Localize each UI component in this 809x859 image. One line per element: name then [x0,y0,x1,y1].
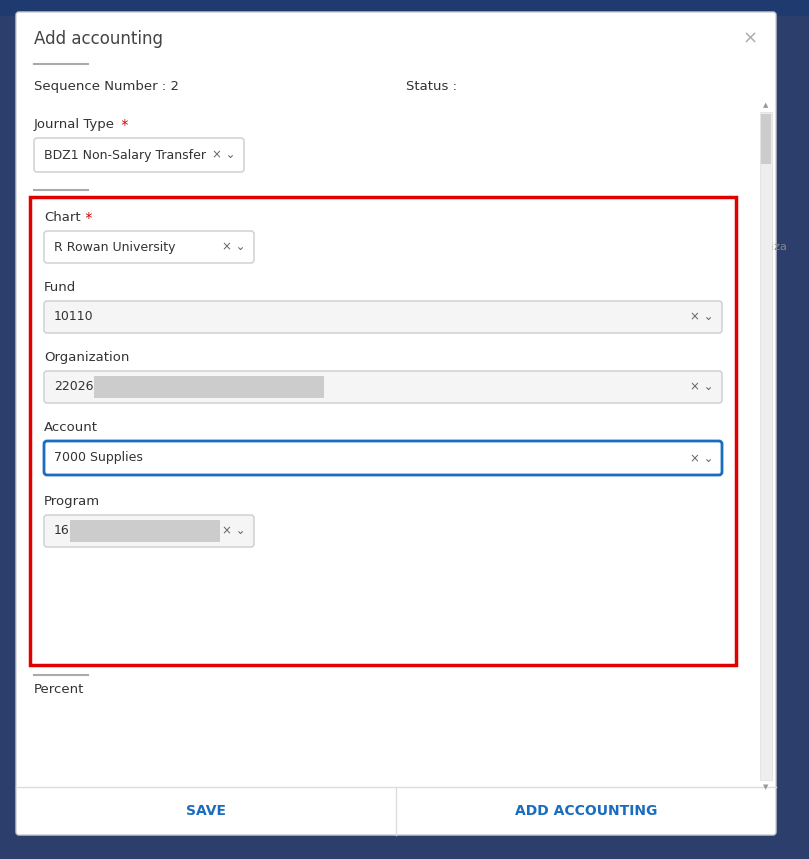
Text: 7000 Supplies: 7000 Supplies [54,452,143,465]
Bar [94,376,324,398]
Bar [70,520,220,542]
FancyBboxPatch shape [44,301,722,333]
Text: Journal Type: Journal Type [34,118,115,131]
Text: × ⌄: × ⌄ [222,525,246,538]
FancyBboxPatch shape [16,12,776,835]
Text: iza: iza [771,242,787,252]
Text: 10110: 10110 [54,310,94,324]
Text: Chart: Chart [44,211,81,224]
Text: 16: 16 [54,525,70,538]
Text: Account: Account [44,421,98,434]
Text: × ⌄: × ⌄ [691,381,714,393]
FancyBboxPatch shape [34,138,244,172]
Text: R Rowan University: R Rowan University [54,241,176,253]
Text: 22026: 22026 [54,381,94,393]
Text: Fund: Fund [44,281,76,294]
Bar [30,197,736,665]
Text: BDZ1 Non-Salary Transfer: BDZ1 Non-Salary Transfer [44,149,206,161]
Text: × ⌄: × ⌄ [691,310,714,324]
Text: × ⌄: × ⌄ [213,149,236,161]
Text: Sequence Number : 2: Sequence Number : 2 [34,80,179,93]
Text: ▲: ▲ [764,102,769,108]
Text: SAVE: SAVE [186,804,226,818]
Text: Program: Program [44,495,100,508]
Text: *: * [117,118,129,132]
Text: × ⌄: × ⌄ [222,241,246,253]
Text: ADD ACCOUNTING: ADD ACCOUNTING [515,804,657,818]
Text: Organization: Organization [44,351,129,364]
Text: × ⌄: × ⌄ [691,452,714,465]
Text: ▼: ▼ [764,784,769,790]
FancyBboxPatch shape [44,371,722,403]
FancyBboxPatch shape [44,231,254,263]
FancyBboxPatch shape [44,441,722,475]
Text: *: * [81,211,92,225]
Bar [0,0,809,16]
Text: ×: × [743,30,758,48]
Text: Add accounting: Add accounting [34,30,163,48]
Bar [761,114,771,164]
Text: Percent: Percent [34,683,84,696]
FancyBboxPatch shape [44,515,254,547]
Bar [760,112,772,780]
Text: Status :: Status : [406,80,457,93]
